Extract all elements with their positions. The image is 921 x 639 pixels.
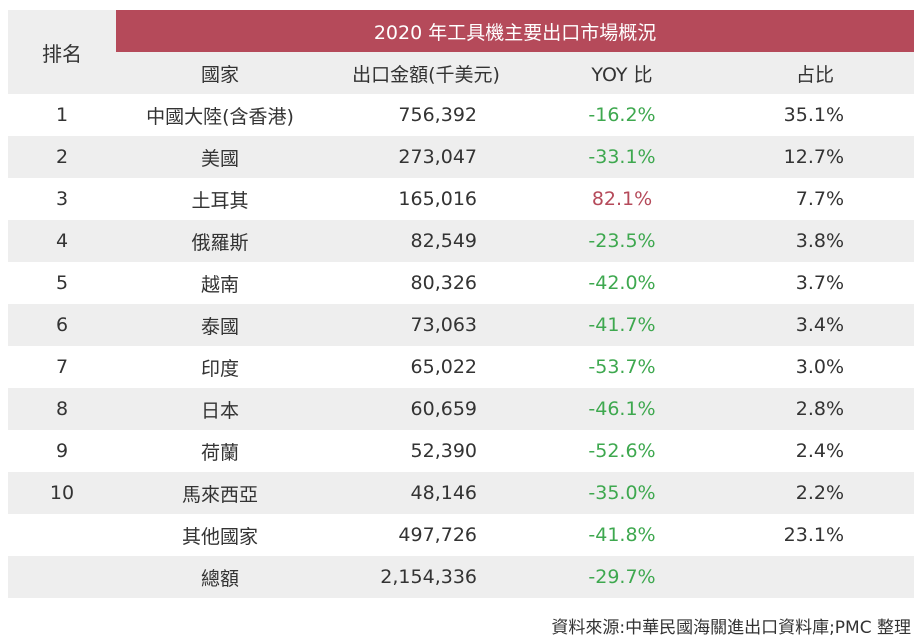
table-row: 10 馬來西亞 48,146 -35.0% 2.2% [8, 472, 915, 514]
yoy-cell: -29.7% [528, 556, 716, 598]
amount-cell: 82,549 [324, 220, 528, 262]
table-body: 1 中國大陸(含香港) 756,392 -16.2% 35.1% 2 美國 273,047 -3… [8, 94, 915, 598]
rank-cell: 5 [55, 272, 69, 294]
share-cell: 35.1% [783, 104, 845, 126]
source-note: 資料來源:中華民國海關進出口資料庫;PMC 整理 [551, 618, 911, 638]
rank-cell [8, 556, 116, 598]
share-cell: 3.8% [716, 220, 915, 262]
yoy-cell: -52.6% [588, 440, 656, 462]
yoy-cell: -53.7% [588, 356, 656, 378]
yoy-cell: -41.7% [528, 304, 716, 346]
country-cell: 荷蘭 [200, 441, 239, 464]
share-cell: 2.4% [795, 440, 845, 462]
rank-cell: 2 [8, 136, 116, 178]
country-cell: 其他國家 [181, 525, 258, 548]
share-cell: 3.4% [716, 304, 915, 346]
country-cell: 越南 [200, 273, 239, 296]
amount-cell: 60,659 [324, 388, 528, 430]
yoy-cell: -16.2% [588, 104, 656, 126]
rank-header: 排名 [8, 10, 116, 94]
amount-cell: 756,392 [398, 104, 477, 126]
yoy-cell: -33.1% [528, 136, 716, 178]
share-cell: 2.8% [716, 388, 915, 430]
amount-cell: 48,146 [324, 472, 528, 514]
table-row: 9 荷蘭 52,390 -52.6% 2.4% [8, 430, 914, 472]
yoy-cell: 82.1% [591, 188, 653, 210]
country-cell: 馬來西亞 [116, 472, 324, 514]
rank-cell: 9 [55, 440, 69, 462]
table-title: 2020 年工具機主要出口市場概況 [116, 10, 915, 52]
country-cell: 中國大陸(含香港) [146, 105, 294, 128]
share-cell: 7.7% [795, 188, 845, 210]
amount-header: 出口金額(千美元) [324, 52, 528, 94]
rank-cell: 7 [55, 356, 69, 378]
table-row: 2 美國 273,047 -33.1% 12.7% [8, 136, 915, 178]
amount-cell: 73,063 [324, 304, 528, 346]
table-row: 7 印度 65,022 -53.7% 3.0% [8, 346, 914, 388]
amount-cell: 65,022 [410, 356, 477, 378]
table-row: 3 土耳其 165,016 82.1% 7.7% [8, 178, 914, 220]
rank-cell: 6 [8, 304, 116, 346]
share-cell [716, 556, 915, 598]
yoy-cell: -42.0% [588, 272, 656, 294]
share-cell: 2.2% [716, 472, 915, 514]
country-cell: 日本 [116, 388, 324, 430]
amount-cell: 2,154,336 [324, 556, 528, 598]
yoy-cell: -35.0% [528, 472, 716, 514]
amount-cell: 52,390 [410, 440, 477, 462]
share-cell: 12.7% [716, 136, 915, 178]
export-market-table: 排名 2020 年工具機主要出口市場概況 國家 出口金額(千美元) YOY 比 … [8, 10, 915, 598]
yoy-header: YOY 比 [528, 52, 716, 94]
amount-cell: 165,016 [398, 188, 477, 210]
share-cell: 23.1% [783, 524, 845, 546]
table-row: 4 俄羅斯 82,549 -23.5% 3.8% [8, 220, 915, 262]
table-row: 5 越南 80,326 -42.0% 3.7% [8, 262, 914, 304]
yoy-cell: -23.5% [528, 220, 716, 262]
country-cell: 土耳其 [191, 189, 249, 212]
table-row: 8 日本 60,659 -46.1% 2.8% [8, 388, 915, 430]
table-row: 總額 2,154,336 -29.7% [8, 556, 915, 598]
table-row: 6 泰國 73,063 -41.7% 3.4% [8, 304, 915, 346]
table-row: 1 中國大陸(含香港) 756,392 -16.2% 35.1% [8, 94, 914, 136]
rank-cell: 10 [8, 472, 116, 514]
rank-cell: 8 [8, 388, 116, 430]
share-header: 占比 [716, 52, 915, 94]
table-row: 其他國家 497,726 -41.8% 23.1% [8, 514, 914, 556]
country-cell: 俄羅斯 [116, 220, 324, 262]
yoy-cell: -46.1% [528, 388, 716, 430]
share-cell: 3.7% [795, 272, 845, 294]
country-cell: 總額 [116, 556, 324, 598]
country-cell: 印度 [200, 357, 239, 380]
yoy-cell: -41.8% [588, 524, 656, 546]
rank-cell [8, 514, 116, 556]
amount-cell: 273,047 [324, 136, 528, 178]
country-cell: 美國 [116, 136, 324, 178]
country-cell: 泰國 [116, 304, 324, 346]
rank-cell: 4 [8, 220, 116, 262]
amount-cell: 497,726 [398, 524, 477, 546]
rank-cell: 1 [55, 104, 69, 126]
rank-cell: 3 [55, 188, 69, 210]
country-header: 國家 [116, 52, 324, 94]
share-cell: 3.0% [795, 356, 845, 378]
amount-cell: 80,326 [410, 272, 477, 294]
